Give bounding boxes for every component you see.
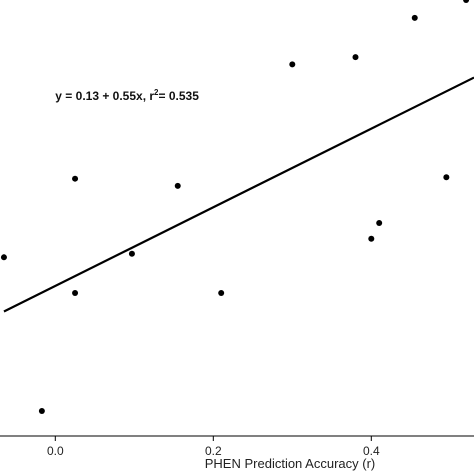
data-point [443,174,450,181]
data-point [376,220,383,227]
x-tick-label: 0.2 [205,444,222,458]
equation-suffix: = 0.535 [159,89,200,103]
regression-line [3,76,474,313]
data-point [352,54,359,61]
data-points [0,0,470,414]
data-point [174,182,181,189]
data-point [289,61,296,68]
x-ticks: 0.0 0.2 0.4 [47,436,380,458]
x-tick-label: 0.4 [363,444,380,458]
data-point [411,14,418,21]
data-point [128,250,135,257]
data-point [72,175,79,182]
x-tick-label: 0.0 [47,444,64,458]
regression-equation: y = 0.13 + 0.55x, r2= 0.535 [55,88,199,103]
data-point [38,407,45,414]
x-axis-label: PHEN Prediction Accuracy (r) [205,456,376,471]
equation-prefix: y = 0.13 + 0.55x, r [55,89,154,103]
equation-superscript: 2 [154,88,159,97]
data-point [218,290,225,297]
data-point [368,235,375,242]
data-point [72,290,79,297]
data-point [0,254,7,261]
data-point [463,0,470,3]
